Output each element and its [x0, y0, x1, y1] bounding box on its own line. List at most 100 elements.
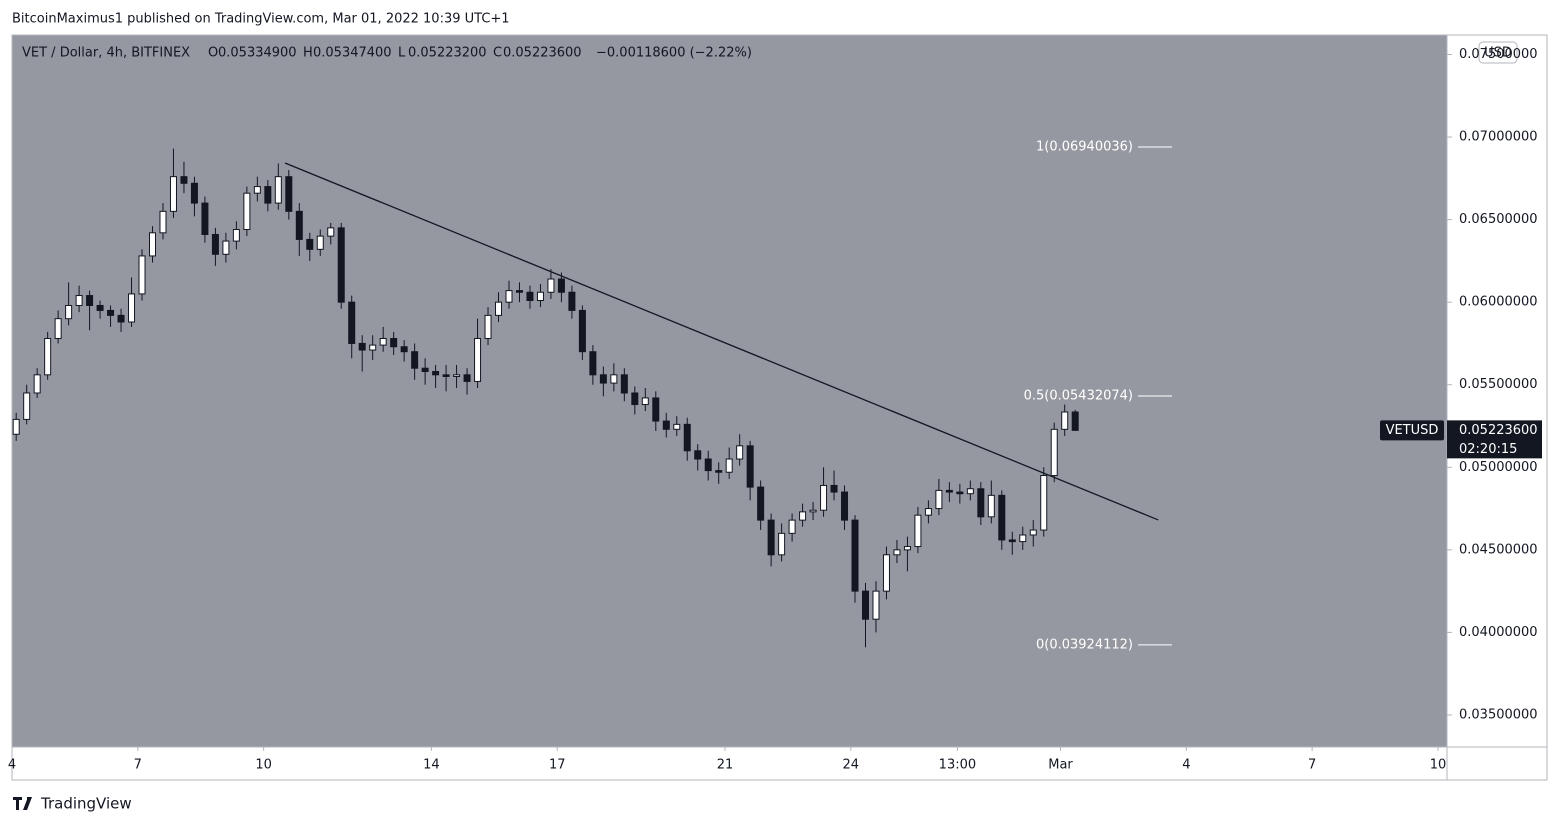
candle-body: [903, 546, 911, 551]
candle-body: [390, 337, 398, 348]
candle-body: [169, 176, 177, 212]
candle-body: [306, 238, 314, 250]
candle-body: [421, 367, 429, 373]
price-tag: [1447, 420, 1542, 459]
candle-body: [44, 337, 52, 376]
fib-label: 1(0.06940036): [1036, 139, 1133, 154]
candle-body: [243, 192, 251, 231]
candle-body: [610, 374, 618, 384]
candle-body: [526, 291, 534, 302]
candle-body: [1071, 411, 1079, 431]
candle-body: [589, 351, 597, 376]
candle-body: [641, 397, 649, 406]
candle-body: [673, 423, 681, 430]
x-tick-label: 10: [255, 758, 272, 773]
candle-body: [474, 337, 482, 382]
candle-body: [599, 374, 607, 384]
candle-body: [96, 304, 104, 311]
ohlc-value: 0.05347400: [313, 46, 392, 61]
candle-body: [694, 450, 702, 460]
candle-body: [23, 392, 31, 420]
candle-body: [484, 314, 492, 339]
y-tick-label: 0.06000000: [1459, 295, 1538, 310]
x-tick-label: 17: [549, 758, 566, 773]
candle-body: [809, 509, 817, 513]
price-tag-label: 0.05223600: [1459, 423, 1538, 438]
ohlc-key: L: [398, 46, 406, 61]
candle-body: [935, 489, 943, 510]
candle-body: [222, 240, 230, 255]
candle-body: [495, 301, 503, 316]
candle-body: [715, 470, 723, 473]
candle-body: [704, 458, 712, 472]
footer-brand: TradingView: [40, 795, 132, 813]
x-tick-label: 21: [717, 758, 734, 773]
ohlc-key: O: [208, 46, 218, 61]
candle-body: [882, 554, 890, 592]
x-tick-label: 10: [1430, 758, 1447, 773]
candle-body: [86, 295, 94, 306]
candle-body: [757, 486, 765, 521]
candle-body: [746, 445, 754, 488]
candle-body: [631, 392, 639, 406]
candle-body: [400, 346, 408, 353]
fib-label: 0.5(0.05432074): [1024, 388, 1133, 403]
footer-logo: TradingView: [13, 795, 132, 813]
candle-body: [956, 491, 964, 495]
candle-body: [924, 508, 932, 516]
ohlc-key: H: [303, 46, 313, 61]
candle-body: [914, 514, 922, 548]
candle-body: [253, 186, 261, 194]
candle-body: [620, 374, 628, 394]
plot: 1(0.06940036) 0.5(0.05432074) 0(0.03924112…: [12, 139, 1172, 652]
candle-body: [662, 420, 670, 430]
candle-body: [149, 232, 157, 257]
x-tick-label: 7: [1308, 758, 1316, 773]
plot-background: [12, 35, 1447, 747]
candle-body: [337, 227, 345, 303]
candle-body: [515, 290, 523, 293]
candle-body: [274, 176, 282, 204]
candle-body: [358, 342, 366, 351]
candle-body: [232, 229, 240, 242]
candle-body: [977, 488, 985, 518]
candle-body: [652, 397, 660, 422]
trendline: [284, 162, 1159, 521]
candle-body: [285, 176, 293, 212]
candle-body: [788, 519, 796, 534]
candle-body: [138, 255, 146, 295]
candle-body: [778, 532, 786, 556]
y-tick-label: 0.06500000: [1459, 212, 1538, 227]
candle-body: [453, 374, 461, 377]
candle-body: [54, 318, 62, 339]
logo-icon: [13, 797, 32, 810]
currency-button[interactable]: [1478, 41, 1518, 64]
ohlc-value: 0.05223200: [408, 46, 487, 61]
candle-body: [348, 301, 356, 344]
candle-body: [725, 458, 733, 473]
overlay: VET / Dollar, 4h, BITFINEX O 0.05334900 H 0…: [22, 46, 752, 61]
candle-body: [568, 291, 576, 311]
price-change: −0.00118600 (−2.22%): [596, 46, 752, 61]
candle-body: [1008, 539, 1016, 543]
candle-body: [861, 590, 869, 620]
candle-body: [159, 210, 167, 234]
candle-body: [998, 494, 1006, 541]
candle-body: [211, 233, 219, 255]
y-tick-label: 0.04500000: [1459, 542, 1538, 557]
candle-body: [799, 511, 807, 521]
publisher-line: BitcoinMaximus1 published on TradingView…: [12, 12, 510, 27]
candle-body: [201, 202, 209, 235]
candle-body: [872, 590, 880, 620]
ohlc-value: 0.05223600: [503, 46, 582, 61]
candle-body: [33, 374, 41, 394]
candle-body: [966, 488, 974, 495]
candle-body: [264, 186, 272, 204]
candle-body: [316, 235, 324, 250]
candle-body: [767, 519, 775, 556]
x-tick-label: 7: [134, 758, 142, 773]
candle-body: [841, 491, 849, 521]
currency-label[interactable]: USD: [1484, 46, 1512, 61]
candle-body: [463, 374, 471, 382]
